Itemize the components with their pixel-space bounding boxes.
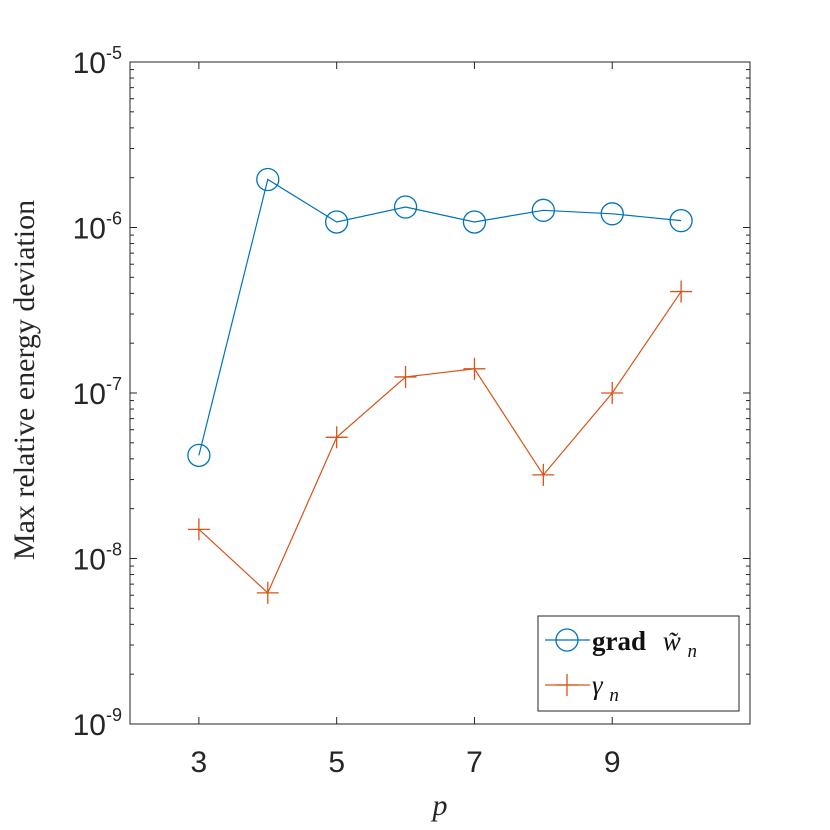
data-point-circle [325, 210, 349, 234]
plot-area [130, 62, 750, 724]
legend-label-gamma: γ n [592, 670, 619, 706]
y-tick-label: 10-7 [73, 374, 122, 411]
y-tick-base: 10 [73, 544, 106, 577]
legend-grad-sub: n [688, 641, 698, 662]
data-point-circle [600, 202, 624, 226]
tick-labels: 10-910-810-710-610-53 5 7 9 [73, 43, 621, 779]
legend-grad-var: w̃ [663, 626, 681, 656]
data-point-circle [256, 167, 280, 192]
data-point-plus [256, 581, 279, 604]
series-layer [187, 167, 693, 604]
axes-layer [129, 61, 751, 725]
y-tick-label: 10-5 [73, 43, 122, 80]
legend-marker-circle [555, 628, 579, 652]
data-point-plus [601, 382, 624, 404]
x-tick-label: 9 [604, 746, 621, 779]
y-tick-exponent: -7 [106, 374, 122, 394]
series-0 [187, 167, 693, 468]
series-1 [187, 280, 693, 604]
y-tick-label: 10-8 [73, 540, 122, 577]
x-tick-label: 7 [466, 746, 483, 779]
data-point-plus [463, 357, 486, 380]
data-point-plus [670, 280, 693, 303]
data-point-circle [531, 198, 555, 222]
legend-label-grad: grad w̃ n [592, 626, 697, 662]
y-axis-label: Max relative energy deviation [8, 200, 41, 560]
legend-gamma-var: γ [592, 670, 604, 700]
data-point-circle [393, 195, 418, 219]
series-line-1 [198, 291, 682, 594]
y-tick-label: 10-9 [73, 705, 122, 742]
data-point-plus [394, 365, 417, 388]
x-tick-label: 5 [328, 746, 345, 779]
x-axis-label: p [431, 789, 448, 822]
y-tick-label: 10-6 [73, 209, 122, 246]
legend-grad-bold: grad [592, 626, 646, 656]
data-point-circle [187, 443, 211, 468]
y-tick-exponent: -9 [106, 705, 122, 725]
y-tick-exponent: -5 [106, 43, 122, 63]
y-tick-base: 10 [73, 213, 106, 246]
data-point-plus [187, 518, 210, 541]
legend-gamma-sub: n [609, 685, 619, 706]
data-point-circle [462, 210, 487, 234]
data-point-plus [532, 463, 555, 486]
data-point-plus [325, 426, 348, 449]
x-tick-label: 3 [191, 746, 208, 779]
y-tick-base: 10 [73, 378, 106, 411]
y-tick-exponent: -6 [106, 209, 122, 229]
legend-box [537, 615, 740, 712]
y-tick-base: 10 [73, 47, 106, 80]
y-tick-exponent: -8 [106, 540, 122, 560]
legend: grad w̃ n γ n [537, 615, 740, 712]
data-point-circle [669, 208, 693, 233]
y-tick-base: 10 [73, 709, 106, 742]
